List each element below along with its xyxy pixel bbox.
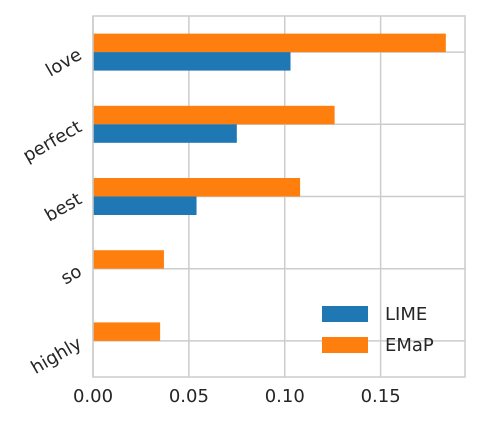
legend-swatch-lime — [322, 306, 368, 322]
legend: LIME EMaP — [322, 304, 434, 356]
category-label-so: so — [57, 261, 85, 289]
bar-emap-love — [93, 33, 446, 53]
plot-frame — [92, 15, 466, 378]
category-label-love: love — [42, 44, 85, 81]
x-axis-ticks: 0.00 0.05 0.10 0.15 — [73, 386, 401, 407]
legend-label-emap: EMaP — [385, 335, 434, 356]
bar-emap-so — [93, 250, 164, 269]
bars — [93, 33, 446, 341]
x-tick-label: 0.15 — [361, 386, 401, 407]
bar-lime-best — [93, 196, 197, 215]
x-tick-label: 0.10 — [265, 386, 305, 407]
bar-lime-perfect — [93, 124, 237, 143]
bar-emap-perfect — [93, 105, 335, 125]
bar-lime-love — [93, 52, 291, 71]
bar-emap-highly — [93, 322, 161, 341]
legend-swatch-emap — [322, 337, 368, 353]
category-label-best: best — [41, 189, 85, 227]
category-label-perfect: perfect — [19, 116, 85, 166]
legend-label-lime: LIME — [385, 304, 427, 325]
category-label-highly: highly — [27, 333, 85, 379]
x-tick-label: 0.05 — [169, 386, 209, 407]
x-tick-label: 0.00 — [73, 386, 113, 407]
bar-emap-best — [93, 178, 301, 197]
y-axis-categories: love perfect best so highly — [19, 44, 85, 378]
